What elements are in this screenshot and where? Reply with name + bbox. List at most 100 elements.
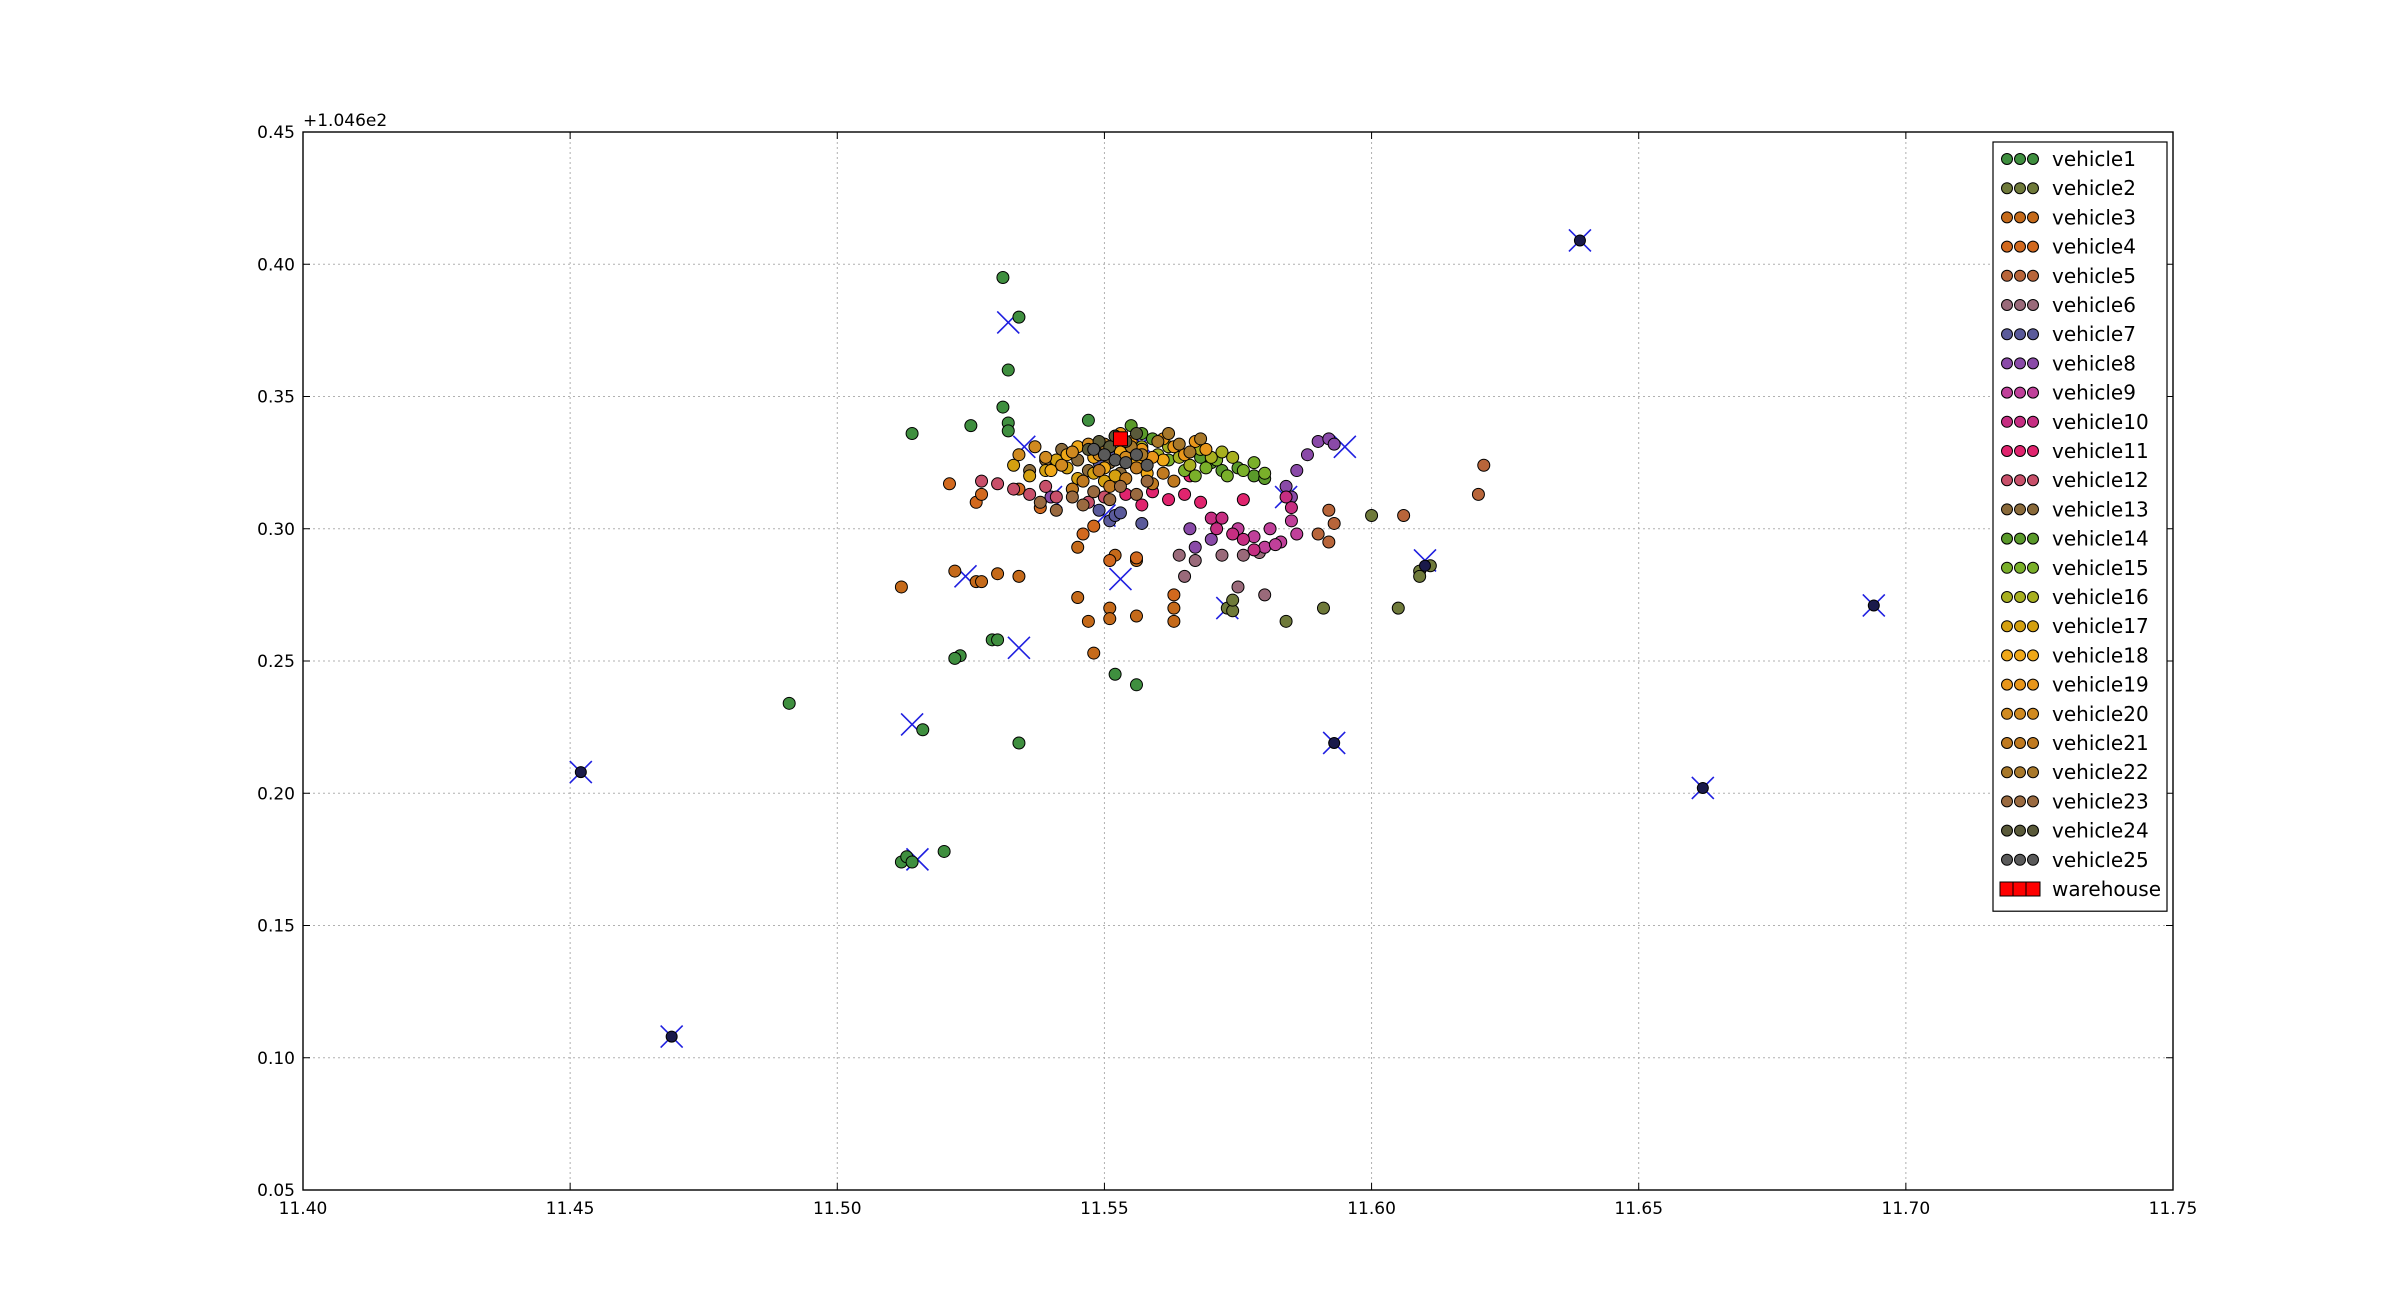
legend-entry-vehicle8: vehicle8	[2001, 351, 2136, 375]
point-vehicle1	[1108, 667, 1122, 681]
point-vehicle9	[1263, 522, 1277, 536]
point-vehicle3	[975, 575, 989, 589]
legend-entry-vehicle7: vehicle7	[2001, 322, 2136, 346]
plot-data	[569, 228, 1886, 1049]
isolated-point	[1573, 234, 1586, 247]
point-vehicle1	[937, 844, 951, 858]
point-vehicle4	[942, 477, 956, 491]
y-tick-label: 0.30	[257, 520, 295, 540]
point-vehicle4	[1076, 527, 1090, 541]
point-vehicle2	[1226, 593, 1240, 607]
point-vehicle6	[1231, 580, 1245, 594]
point-vehicle1	[948, 651, 962, 665]
legend-entry-vehicle6: vehicle6	[2001, 293, 2136, 317]
point-vehicle1	[1081, 413, 1095, 427]
legend-entry-vehicle18: vehicle18	[2001, 643, 2149, 667]
point-vehicle19	[1199, 442, 1213, 456]
point-vehicle1	[1012, 310, 1026, 324]
legend-entry-vehicle24: vehicle24	[2001, 819, 2149, 843]
point-vehicle12	[991, 477, 1005, 491]
point-vehicle25	[1140, 458, 1154, 472]
point-vehicle3	[894, 580, 908, 594]
point-vehicle1	[964, 419, 978, 433]
legend-entry-vehicle4: vehicle4	[2001, 235, 2136, 259]
legend-label: vehicle21	[2052, 731, 2149, 755]
point-vehicle11	[1236, 493, 1250, 507]
x-marker	[1007, 636, 1031, 660]
point-vehicle3	[1012, 569, 1026, 583]
point-vehicle22	[1194, 432, 1208, 446]
point-vehicle3	[948, 564, 962, 578]
x-tick-label: 11.60	[1347, 1199, 1396, 1219]
point-vehicle6	[1188, 553, 1202, 567]
y-tick-label: 0.25	[257, 652, 295, 672]
legend-label: vehicle11	[2052, 439, 2149, 463]
point-vehicle20	[1012, 448, 1026, 462]
legend-entry-vehicle9: vehicle9	[2001, 381, 2136, 405]
point-vehicle11	[1162, 493, 1176, 507]
point-vehicle23	[1129, 487, 1143, 501]
legend-label: vehicle24	[2052, 819, 2149, 843]
point-vehicle5	[1471, 487, 1485, 501]
y-tick-label: 0.35	[257, 388, 295, 408]
legend-entry-vehicle22: vehicle22	[2001, 760, 2149, 784]
point-vehicle8	[1311, 434, 1325, 448]
legend-entry-vehicle3: vehicle3	[2001, 205, 2136, 229]
point-vehicle23	[1065, 490, 1079, 504]
point-vehicle15	[1220, 469, 1234, 483]
point-vehicle20	[1028, 440, 1042, 454]
point-vehicle12	[975, 474, 989, 488]
legend-entry-vehicle21: vehicle21	[2001, 731, 2149, 755]
point-vehicle10	[1210, 522, 1224, 536]
y-tick-label: 0.10	[257, 1049, 295, 1069]
point-vehicle2	[1365, 509, 1379, 523]
point-vehicle17	[1023, 469, 1037, 483]
point-vehicle1	[905, 427, 919, 441]
isolated-point	[665, 1030, 678, 1043]
isolated-point	[1696, 781, 1709, 794]
isolated-point	[1328, 736, 1341, 749]
point-vehicle10	[1247, 543, 1261, 557]
point-vehicle8	[1183, 522, 1197, 536]
point-vehicle15	[1247, 456, 1261, 470]
legend-label: vehicle10	[2052, 410, 2149, 434]
point-vehicle15	[1199, 461, 1213, 475]
legend: vehicle1 vehicle2 vehicle3 vehicle4 vehicle5…	[1992, 141, 2168, 912]
legend-entry-vehicle14: vehicle14	[2001, 527, 2149, 551]
point-vehicle15	[1236, 464, 1250, 478]
point-vehicle8	[1327, 437, 1341, 451]
point-vehicle21	[1167, 474, 1181, 488]
point-vehicle3	[1071, 540, 1085, 554]
x-tick-label: 11.45	[546, 1199, 595, 1219]
point-vehicle25	[1108, 453, 1122, 467]
x-tick-label: 11.55	[1080, 1199, 1129, 1219]
point-vehicle5	[1327, 516, 1341, 530]
point-vehicle6	[1236, 548, 1250, 562]
point-vehicle20	[1065, 445, 1079, 459]
point-vehicle25	[1129, 448, 1143, 462]
y-offset-label: +1.046e2	[303, 111, 387, 131]
point-vehicle23	[1140, 474, 1154, 488]
point-vehicle5	[1311, 527, 1325, 541]
point-vehicle5	[1322, 503, 1336, 517]
point-vehicle17	[1007, 458, 1021, 472]
legend-label: vehicle16	[2052, 585, 2149, 609]
legend-entry-vehicle17: vehicle17	[2001, 614, 2149, 638]
point-vehicle21	[1076, 474, 1090, 488]
legend-entry-vehicle13: vehicle13	[2001, 497, 2149, 521]
point-vehicle8	[1204, 532, 1218, 546]
point-vehicle2	[1391, 601, 1405, 615]
point-vehicle8	[1188, 540, 1202, 554]
point-vehicle21	[1129, 461, 1143, 475]
point-vehicle10	[1279, 490, 1293, 504]
legend-label: vehicle18	[2052, 643, 2149, 667]
legend-label: vehicle8	[2052, 351, 2136, 375]
point-vehicle1	[1129, 678, 1143, 692]
point-vehicle7	[1113, 506, 1127, 520]
point-vehicle2	[1413, 569, 1427, 583]
point-vehicle4	[1087, 519, 1101, 533]
point-vehicle11	[1194, 495, 1208, 509]
point-vehicle7	[1092, 503, 1106, 517]
legend-entry-vehicle5: vehicle5	[2001, 264, 2136, 288]
point-vehicle10	[1284, 501, 1298, 515]
